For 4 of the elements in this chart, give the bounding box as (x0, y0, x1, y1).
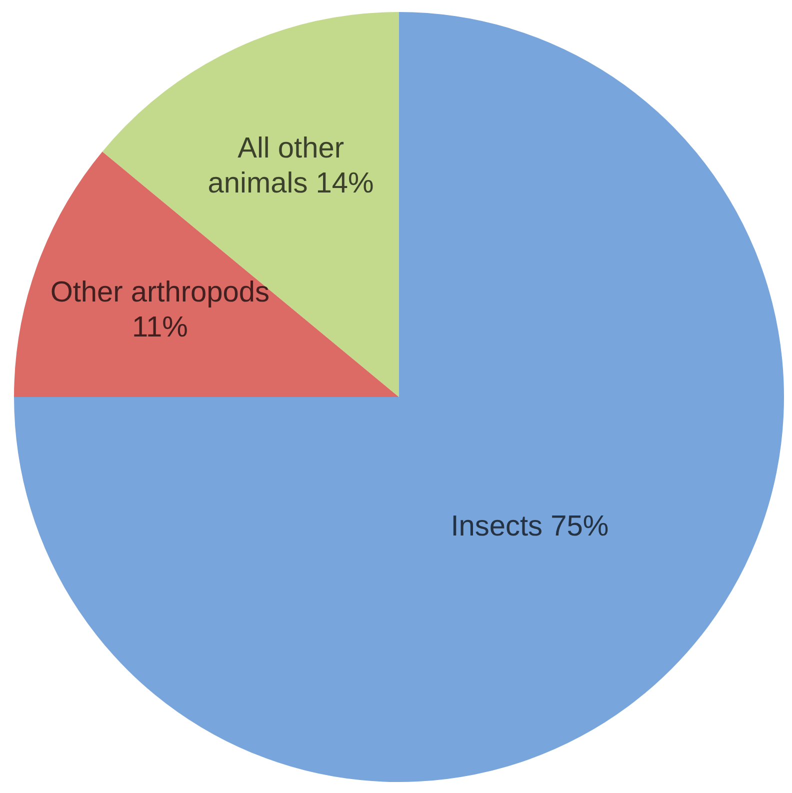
data-label: 11% (132, 311, 188, 344)
slice-label: All other animals 14% (208, 132, 374, 200)
slice-label: Other arthropods (50, 276, 270, 309)
slice-label: Insects 75% (450, 510, 609, 543)
